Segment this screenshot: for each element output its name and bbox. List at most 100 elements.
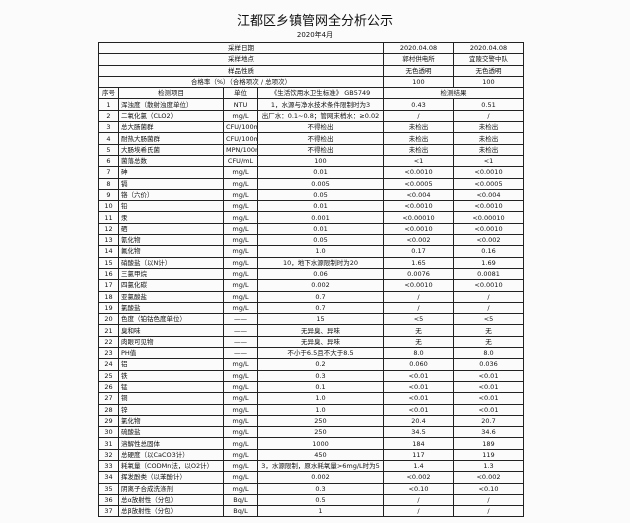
table-cell: 0.2 xyxy=(257,358,384,371)
table-cell: <0.10 xyxy=(383,482,454,495)
table-row: 12 硒 mg/L 0.01 <0.0010 <0.0010 xyxy=(98,222,524,236)
table-cell: 总β放射性（分包） xyxy=(118,505,224,518)
table-cell: <0.002 xyxy=(383,234,454,247)
table-cell: 挥发酚类（以苯酚计） xyxy=(118,471,224,484)
table-cell: mg/L xyxy=(223,471,258,484)
subtitle: 2020年4月 xyxy=(296,31,334,39)
table-cell: 15 xyxy=(98,256,119,269)
table-row: 21 臭和味 —— 无异臭、异味无无 xyxy=(98,324,524,337)
table-row: 2 二氧化氯（CLO2） mg/L 出厂水：0.1~0.8；管网末梢水：≥0.02// xyxy=(98,109,524,123)
table-cell: <0.0010 xyxy=(383,279,454,292)
table-row: 30 硫酸盐 mg/L 250 34.5 34.6 xyxy=(98,426,524,439)
table-cell: 6 xyxy=(98,154,119,168)
table-cell: <0.0010 xyxy=(453,166,524,179)
table-cell: 8 xyxy=(98,177,119,190)
table-cell: CFU/mL xyxy=(223,154,258,168)
table-row: 20 色度（铂钴色度单位） —— 15 <5 <5 xyxy=(98,313,524,326)
table-cell: mg/L xyxy=(223,177,258,190)
table-cell: 采样地点 xyxy=(98,53,384,66)
table-cell: 20.7 xyxy=(453,414,524,428)
table-cell: 119 xyxy=(453,448,524,461)
table-cell: 3，水源限制，原水耗氧量>6mg/L时为5 xyxy=(257,459,384,473)
table-cell: 0.05 xyxy=(257,188,384,202)
table-cell: 浑浊度（散射浊度单位） xyxy=(118,98,224,111)
table-row: 13 氰化物 mg/L 0.05 <0.002 <0.002 xyxy=(98,234,524,247)
table-cell: 12 xyxy=(98,222,119,236)
table-cell: 23 xyxy=(98,347,119,360)
table-cell: 0.3 xyxy=(257,482,384,495)
table-cell: Bq/L xyxy=(223,505,258,518)
table-cell: <0.10 xyxy=(453,482,524,495)
table-cell: 19 xyxy=(98,301,119,315)
table-cell: <0.01 xyxy=(453,392,524,405)
table-row: 17 四氯化碳 mg/L 0.002 <0.0010 <0.0010 xyxy=(98,279,524,292)
table-cell: <5 xyxy=(383,313,454,326)
table-cell: <0.0010 xyxy=(453,200,524,213)
table-cell: <1 xyxy=(453,154,524,168)
table-cell: <5 xyxy=(453,313,524,326)
table-cell: <0.0010 xyxy=(453,279,524,292)
table-cell: 肉眼可见物 xyxy=(118,335,224,349)
table-cell: <0.0010 xyxy=(383,200,454,213)
table-cell: 0.01 xyxy=(257,200,384,213)
table-cell: 阴离子合成洗涤剂 xyxy=(118,482,224,495)
table-cell: 11 xyxy=(98,211,119,224)
table-row: 14 氟化物 mg/L 1.0 0.17 0.16 xyxy=(98,245,524,258)
table-cell: 32 xyxy=(98,448,119,461)
table-cell: 3 xyxy=(98,121,119,134)
table-cell: 宜陵交警中队 xyxy=(453,53,524,66)
table-cell: mg/L xyxy=(223,426,258,439)
table-cell: mg/L xyxy=(223,459,258,473)
table-cell: mg/L xyxy=(223,301,258,315)
table-cell: 不得检出 xyxy=(257,143,384,156)
table-cell: <0.002 xyxy=(453,471,524,484)
table-cell: 189 xyxy=(453,437,524,450)
table-cell: 8.0 xyxy=(453,347,524,360)
table-cell: 18 xyxy=(98,290,119,303)
table-cell: 1.3 xyxy=(453,459,524,473)
table-cell: 2020.04.08 xyxy=(383,41,454,55)
table-cell: <0.0010 xyxy=(453,222,524,236)
table-cell: 未检出 xyxy=(383,132,454,145)
table-row: 样品性质 无色透明 无色透明 xyxy=(98,64,524,77)
table-cell: 0.16 xyxy=(453,245,524,258)
table-cell: / xyxy=(383,505,454,518)
table-cell: 0.0081 xyxy=(453,267,524,281)
table-cell: 1.0 xyxy=(257,403,384,416)
table-cell: 无色透明 xyxy=(383,64,454,77)
table-cell: 硝酸盐（以N计） xyxy=(118,256,224,269)
table-row: 19 氯酸盐 mg/L 0.7// xyxy=(98,301,524,315)
table-row: 23 PH值 —— 不小于6.5且不大于8.5 8.0 8.0 xyxy=(98,347,524,360)
table-cell: mg/L xyxy=(223,392,258,405)
table-cell: 25 xyxy=(98,369,119,382)
table-cell: / xyxy=(453,301,524,315)
table-cell: 样品性质 xyxy=(98,64,384,77)
table-cell: 34 xyxy=(98,471,119,484)
table-cell: 0.060 xyxy=(383,358,454,371)
table-cell: 450 xyxy=(257,448,384,461)
table-cell: <0.01 xyxy=(383,369,454,382)
table-cell: 无 xyxy=(453,335,524,349)
table-cell: mg/L xyxy=(223,279,258,292)
table-row: 8 镉 mg/L 0.005 <0.0005 <0.0005 xyxy=(98,177,524,190)
table-cell: 26 xyxy=(98,380,119,394)
table-cell: 28 xyxy=(98,403,119,416)
table-cell: <0.00010 xyxy=(453,211,524,224)
table-cell: 《生活饮用水卫生标准》 GB5749 xyxy=(257,87,384,100)
table-row: 27 铜 mg/L 1.0 <0.01 <0.01 xyxy=(98,392,524,405)
table-cell: 0.05 xyxy=(257,234,384,247)
table-cell: <0.0005 xyxy=(383,177,454,190)
table-cell: mg/L xyxy=(223,211,258,224)
table-row: 29 氯化物 mg/L 250 20.4 20.7 xyxy=(98,414,524,428)
table-cell: 0.7 xyxy=(257,290,384,303)
table-cell: 无异臭、异味 xyxy=(257,335,384,349)
table-row: 采样地点 郭村供电所 宜陵交警中队 xyxy=(98,53,524,66)
table-row: 7 砷 mg/L 0.01 <0.0010 <0.0010 xyxy=(98,166,524,179)
table-cell: mg/L xyxy=(223,437,258,450)
table-cell: mg/L xyxy=(223,188,258,202)
table-cell: 单位 xyxy=(223,87,258,100)
table-cell: <1 xyxy=(383,154,454,168)
table-cell: 34.5 xyxy=(383,426,454,439)
table-cell: 氯化物 xyxy=(118,414,224,428)
